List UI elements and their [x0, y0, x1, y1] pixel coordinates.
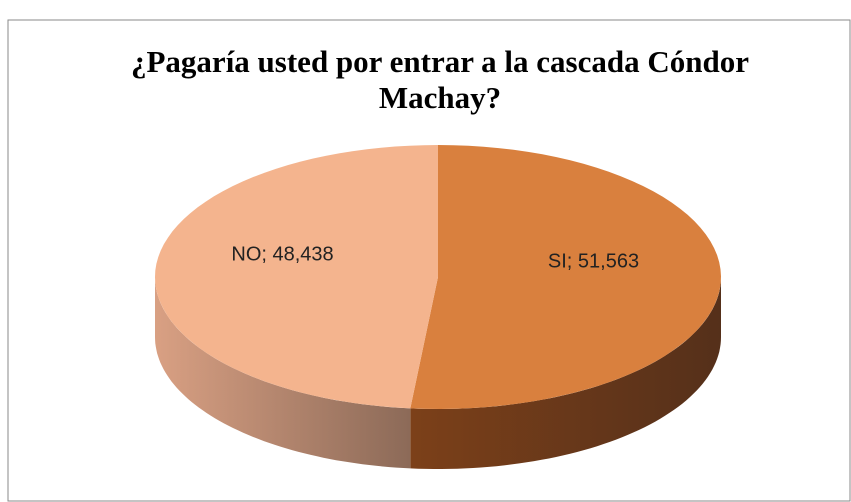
- label-separator: ;: [567, 251, 578, 273]
- data-label: SI; 51,563: [548, 251, 639, 273]
- chart-title: ¿Pagaría usted por entrar a la cascada C…: [131, 44, 749, 115]
- category-label: SI: [548, 251, 567, 273]
- category-label: NO: [231, 244, 261, 266]
- slice: [410, 145, 721, 409]
- label-separator: ;: [261, 244, 272, 266]
- slice-side: [410, 277, 721, 469]
- value-label: 51,563: [578, 251, 639, 273]
- slice-side: [155, 277, 411, 469]
- value-label: 48,438: [273, 244, 334, 266]
- data-label: NO; 48,438: [231, 244, 333, 266]
- slice: [155, 145, 438, 409]
- pie: SI; 51,563 NO; 48,438: [155, 145, 721, 469]
